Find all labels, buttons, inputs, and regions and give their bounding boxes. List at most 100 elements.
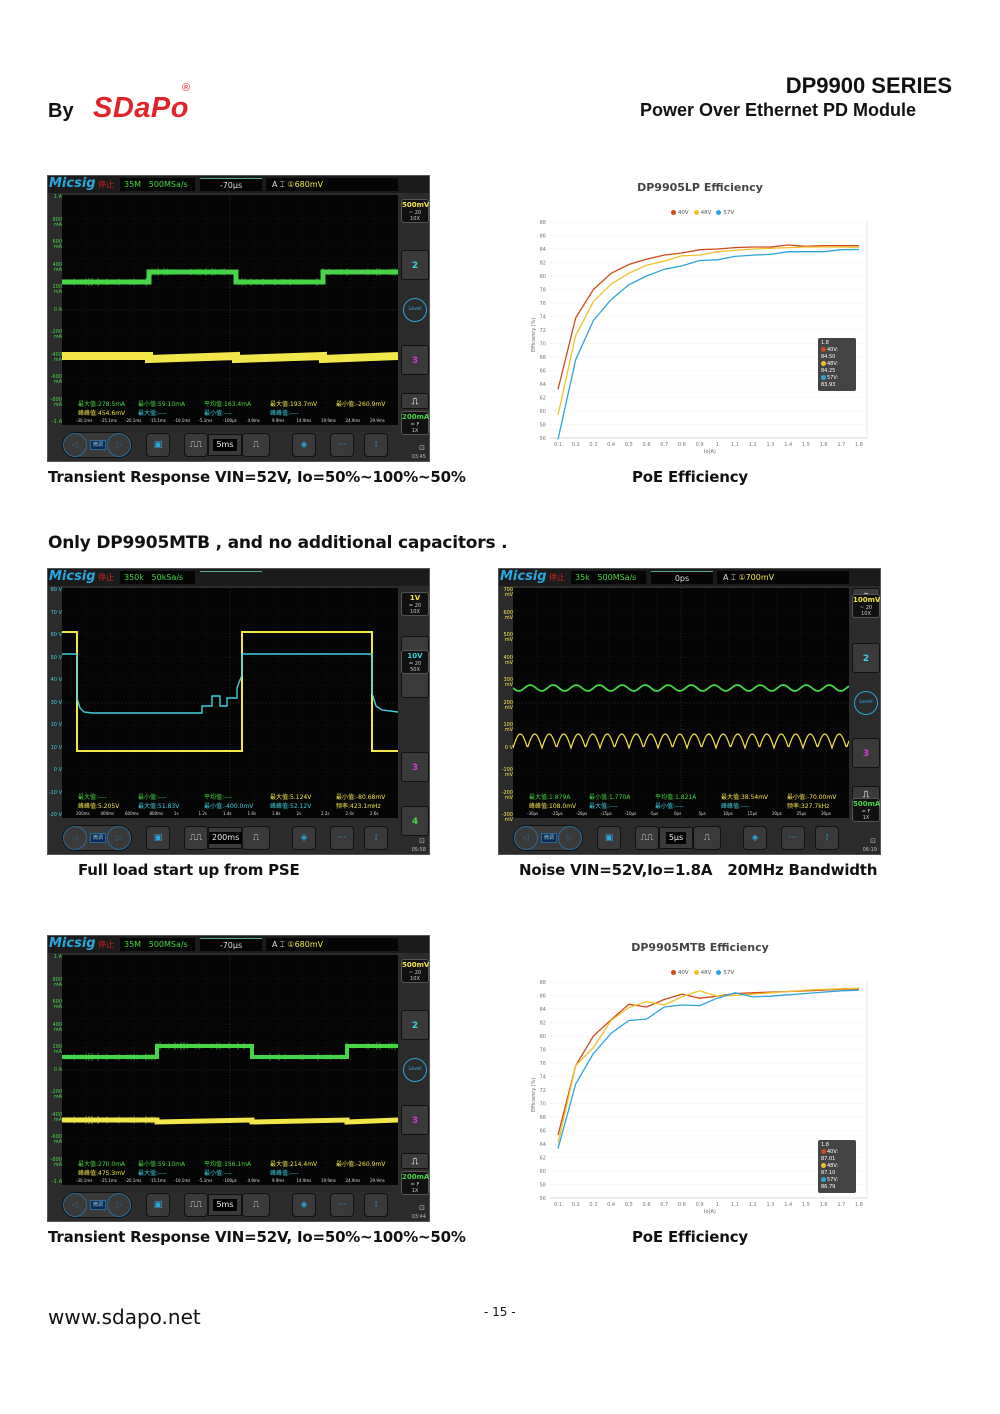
horizontal-cursor-icon[interactable]: ⋯ <box>330 826 354 850</box>
y-axis-label: -1 A <box>52 419 62 425</box>
timebase-increase-icon[interactable]: ⎍ <box>242 1193 270 1217</box>
trigger-info[interactable]: A ⌶ ①680mV <box>266 938 398 951</box>
pulse-icon[interactable]: ⎍ <box>401 393 429 409</box>
footer-url[interactable]: www.sdapo.net <box>48 1305 201 1329</box>
ch1-scale: 100mV <box>853 596 881 604</box>
time-offset[interactable]: -70μs <box>200 178 262 191</box>
legend-item[interactable]: 48V <box>689 210 711 216</box>
right-arrow-icon[interactable]: ▷ <box>107 433 131 457</box>
ch1-vdiv-button[interactable]: 500mV ~ 20 10X <box>401 199 429 223</box>
timebase-decrease-icon[interactable]: ⎍⎍ <box>184 1193 208 1217</box>
horizontal-position-icon[interactable]: ◈ <box>292 826 316 850</box>
acquisition-info[interactable]: 35M 500MSa/s <box>120 178 195 191</box>
legend-item[interactable]: 48V <box>689 970 711 976</box>
time-tick: 4.9ms <box>247 1178 260 1183</box>
save-icon[interactable]: ▣ <box>146 1193 170 1217</box>
vertical-cursor-icon[interactable]: ⁞ <box>364 1193 388 1217</box>
vertical-cursor-icon[interactable]: ⁞ <box>364 433 388 457</box>
fine-adjust-control[interactable]: ◁ 微调 ▷ <box>513 825 583 851</box>
timebase-increase-icon[interactable]: ⎍ <box>242 433 270 457</box>
ch1-vdiv-button[interactable]: 500mV ~ 20 10X <box>401 959 429 983</box>
save-icon[interactable]: ▣ <box>146 433 170 457</box>
right-arrow-icon[interactable]: ▷ <box>107 826 131 850</box>
run-stop-state[interactable]: 停止 <box>98 573 114 582</box>
timebase-decrease-icon[interactable]: ⎍⎍ <box>635 826 659 850</box>
ch3-button[interactable]: 3 <box>401 752 429 782</box>
horizontal-cursor-icon[interactable]: ⋯ <box>330 1193 354 1217</box>
measurement-panel: 最大值:1.879A 最小值:1.770A 平均值:1.821A 最大值:38.54m… <box>513 794 849 818</box>
legend-item[interactable]: 40V <box>666 210 689 216</box>
y-axis-label: 100 mV <box>503 722 513 733</box>
left-arrow-icon[interactable]: ◁ <box>63 433 87 457</box>
timebase-decrease-icon[interactable]: ⎍⎍ <box>184 433 208 457</box>
horizontal-cursor-icon[interactable]: ⋯ <box>781 826 805 850</box>
svg-text:1.7: 1.7 <box>837 442 845 448</box>
efficiency-chart-dp9905mtb: DP9905MTB Efficiency 40V 48V 57V 56 58 60 62 64 6… <box>520 935 880 1220</box>
run-stop-state[interactable]: 停止 <box>98 180 114 189</box>
waveform-display[interactable] <box>62 195 398 425</box>
timebase-increase-icon[interactable]: ⎍ <box>242 826 270 850</box>
ch3-button[interactable]: 3 <box>401 1105 429 1135</box>
time-offset[interactable]: 0ps <box>651 571 713 584</box>
acquisition-info[interactable]: 350k 50kSa/s <box>120 571 195 584</box>
ch2-vdiv-button[interactable]: 10V = 20 50X <box>401 650 429 674</box>
fine-adjust-control[interactable]: ◁ 微调 ▷ <box>62 432 132 458</box>
save-icon[interactable]: ▣ <box>597 826 621 850</box>
timebase-increase-icon[interactable]: ⎍ <box>693 826 721 850</box>
horizontal-position-icon[interactable]: ◈ <box>292 1193 316 1217</box>
ch4-button[interactable]: 4 <box>401 806 429 836</box>
time-offset[interactable]: -70μs <box>200 938 262 951</box>
measurement-value: 峰峰值:5.205V <box>78 803 120 810</box>
measurement-value: 频率:423.1mHz <box>336 803 381 810</box>
ch2-button[interactable]: 2 <box>401 1010 429 1040</box>
run-stop-state[interactable]: 停止 <box>98 940 114 949</box>
ch4-vdiv-button[interactable]: 200mA = F 1X <box>401 1171 429 1195</box>
timebase-value[interactable]: 200ms <box>208 827 243 849</box>
fine-adjust-control[interactable]: ◁ 微调 ▷ <box>62 1192 132 1218</box>
horizontal-position-icon[interactable]: ◈ <box>292 433 316 457</box>
y-axis-label: 200 mA <box>52 284 62 295</box>
left-arrow-icon[interactable]: ◁ <box>63 1193 87 1217</box>
trigger-level-knob[interactable]: Level <box>403 1058 427 1082</box>
left-arrow-icon[interactable]: ◁ <box>514 826 538 850</box>
timebase-value[interactable]: 5μs <box>659 827 693 849</box>
timebase-value[interactable]: 5ms <box>208 1194 242 1216</box>
horizontal-cursor-icon[interactable]: ⋯ <box>330 433 354 457</box>
ch3-button[interactable]: 3 <box>852 738 880 768</box>
ch1-vdiv-button[interactable]: 1V = 20 10X <box>401 592 429 616</box>
waveform-display[interactable] <box>513 588 849 818</box>
chart-plot-area: 56 58 60 62 64 66 68 70 72 74 76 78 80 82 84 86 88 0.1 0.2… <box>540 980 868 1208</box>
right-arrow-icon[interactable]: ▷ <box>558 826 582 850</box>
trigger-level-knob[interactable]: Level <box>854 691 878 715</box>
ch4-vdiv-button[interactable]: 500mA = F 1X <box>852 798 880 822</box>
time-offset-bar[interactable] <box>200 571 262 584</box>
timebase-decrease-icon[interactable]: ⎍⎍ <box>184 826 208 850</box>
acquisition-info[interactable]: 35k 500MSa/s <box>571 571 646 584</box>
trigger-level-knob[interactable]: Level <box>403 298 427 322</box>
left-arrow-icon[interactable]: ◁ <box>63 826 87 850</box>
trigger-info[interactable]: A ⌶ ①700mV <box>717 571 849 584</box>
horizontal-position-icon[interactable]: ◈ <box>743 826 767 850</box>
y-axis-labels: 700 mV 600 mV 500 mV 400 mV 300 mV 200 mV 100 … <box>499 588 513 823</box>
legend-item[interactable]: 40V <box>666 970 689 976</box>
measurement-value: 最小值:---- <box>138 794 167 801</box>
legend-item[interactable]: 57V <box>711 970 734 976</box>
pulse-icon[interactable]: ⎍ <box>401 1153 429 1169</box>
run-stop-state[interactable]: 停止 <box>549 573 565 582</box>
save-icon[interactable]: ▣ <box>146 826 170 850</box>
vertical-cursor-icon[interactable]: ⁞ <box>364 826 388 850</box>
trigger-info[interactable]: A ⌶ ①680mV <box>266 178 398 191</box>
fine-adjust-control[interactable]: ◁ 微调 ▷ <box>62 825 132 851</box>
legend-item[interactable]: 57V <box>711 210 734 216</box>
acquisition-info[interactable]: 35M 500MSa/s <box>120 938 195 951</box>
ch3-button[interactable]: 3 <box>401 345 429 375</box>
waveform-display[interactable] <box>62 955 398 1185</box>
ch4-vdiv-button[interactable]: 200mA = F 1X <box>401 411 429 435</box>
ch1-vdiv-button[interactable]: 100mV ~ 20 10X <box>852 594 880 618</box>
ch2-button[interactable]: 2 <box>401 250 429 280</box>
timebase-value[interactable]: 5ms <box>208 434 242 456</box>
right-arrow-icon[interactable]: ▷ <box>107 1193 131 1217</box>
waveform-display[interactable] <box>62 588 398 818</box>
vertical-cursor-icon[interactable]: ⁞ <box>815 826 839 850</box>
ch2-button[interactable]: 2 <box>852 643 880 673</box>
